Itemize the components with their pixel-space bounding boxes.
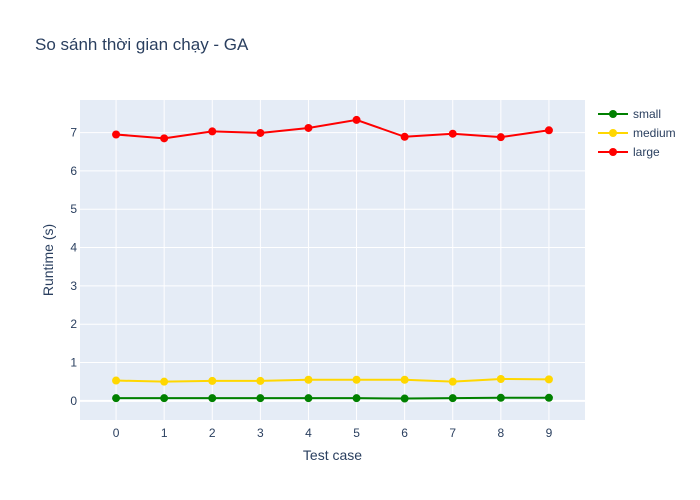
- y-tick-label: 4: [70, 241, 77, 255]
- legend-marker-icon: [609, 110, 617, 118]
- data-point-medium[interactable]: [304, 375, 313, 384]
- x-tick-label: 6: [401, 426, 408, 440]
- data-point-small[interactable]: [448, 394, 457, 403]
- series-line-medium: [116, 377, 549, 383]
- data-point-small[interactable]: [496, 393, 505, 402]
- x-tick-label: 5: [353, 426, 360, 440]
- series-line-large: [115, 118, 550, 140]
- data-point-large[interactable]: [112, 130, 121, 139]
- data-point-small[interactable]: [544, 393, 553, 402]
- data-point-large[interactable]: [256, 128, 265, 137]
- data-point-large[interactable]: [160, 134, 169, 143]
- series-large: [112, 115, 553, 143]
- series-small: [112, 393, 553, 403]
- x-tick-label: 1: [161, 426, 168, 440]
- data-point-small[interactable]: [304, 394, 313, 403]
- data-point-medium[interactable]: [256, 376, 265, 385]
- x-tick-label: 4: [305, 426, 312, 440]
- legend-item-small[interactable]: small: [598, 107, 661, 121]
- legend-label: small: [633, 107, 661, 121]
- x-tick-label: 8: [497, 426, 504, 440]
- data-point-medium[interactable]: [352, 375, 361, 384]
- x-tick-label: 2: [209, 426, 216, 440]
- plot-area: [80, 100, 585, 420]
- legend-marker-icon: [609, 129, 617, 137]
- x-tick-label: 3: [257, 426, 264, 440]
- x-tick-label: 7: [449, 426, 456, 440]
- data-point-large[interactable]: [400, 132, 409, 141]
- y-tick-label: 7: [70, 126, 77, 140]
- data-point-large[interactable]: [448, 129, 457, 138]
- legend-item-medium[interactable]: medium: [598, 126, 676, 140]
- x-tick-label: 0: [113, 426, 120, 440]
- chart-title: So sánh thời gian chạy - GA: [35, 35, 249, 54]
- data-point-large[interactable]: [304, 123, 313, 132]
- data-point-medium[interactable]: [544, 375, 553, 384]
- data-point-large[interactable]: [544, 126, 553, 135]
- data-point-small[interactable]: [400, 394, 409, 403]
- data-point-medium[interactable]: [112, 376, 121, 385]
- y-tick-label: 0: [70, 394, 77, 408]
- y-axis-ticks: 0 1 2 3 4 5 6 7: [70, 126, 77, 408]
- y-tick-label: 5: [70, 202, 77, 216]
- data-point-medium[interactable]: [496, 374, 505, 383]
- x-axis-ticks: 0 1 2 3 4 5 6 7 8 9: [113, 426, 553, 440]
- series-medium: [112, 374, 553, 386]
- series-line-small: [116, 396, 549, 400]
- x-tick-label: 9: [546, 426, 553, 440]
- data-point-large[interactable]: [496, 133, 505, 142]
- y-tick-label: 6: [70, 164, 77, 178]
- legend-marker-icon: [609, 148, 617, 156]
- y-tick-label: 3: [70, 279, 77, 293]
- legend-label: medium: [633, 126, 676, 140]
- data-point-medium[interactable]: [160, 377, 169, 386]
- data-point-small[interactable]: [112, 394, 121, 403]
- data-point-large[interactable]: [208, 127, 217, 136]
- data-point-medium[interactable]: [208, 376, 217, 385]
- series-layer: [112, 115, 553, 403]
- data-point-small[interactable]: [160, 394, 169, 403]
- legend-item-large[interactable]: large: [598, 145, 660, 159]
- data-point-large[interactable]: [352, 115, 361, 124]
- y-tick-label: 2: [70, 317, 77, 331]
- data-point-medium[interactable]: [448, 377, 457, 386]
- y-tick-label: 1: [70, 356, 77, 370]
- data-point-small[interactable]: [208, 394, 217, 403]
- legend[interactable]: small medium large: [598, 107, 676, 159]
- data-point-medium[interactable]: [400, 375, 409, 384]
- y-axis-title: Runtime (s): [40, 224, 56, 296]
- legend-label: large: [633, 145, 660, 159]
- data-point-small[interactable]: [352, 394, 361, 403]
- data-point-small[interactable]: [256, 394, 265, 403]
- x-axis-title: Test case: [303, 447, 362, 463]
